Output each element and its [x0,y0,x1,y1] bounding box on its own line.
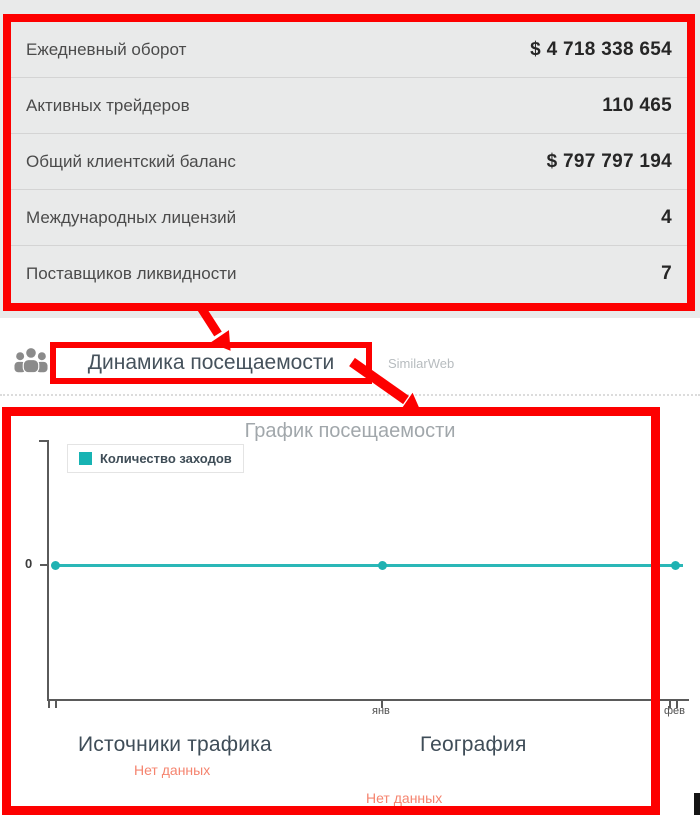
x-axis-tick [381,701,383,708]
chart-legend-item[interactable]: Количество заходов [67,444,244,473]
legend-swatch-teal [79,452,92,465]
stats-section-background [0,0,700,318]
series-line-zero [53,564,683,567]
x-axis-tick [55,701,57,708]
row-label: Общий клиентский баланс [26,151,236,171]
users-group-icon [14,346,48,374]
cropped-text-fragment [694,793,700,815]
row-label: Ежедневный оборот [26,39,187,59]
row-value: 110 465 [602,94,672,116]
row-label: Поставщиков ликвидности [26,264,237,283]
row-value: 7 [661,263,672,284]
data-point [671,561,680,570]
x-axis-line [47,699,689,701]
subsection-title-geography: География [420,733,527,756]
row-value: 4 [661,206,672,228]
dotted-divider [0,394,700,396]
y-axis-top-cap [39,440,48,442]
x-axis-tick [669,701,671,708]
row-value: $ 4 718 338 654 [530,38,672,60]
y-axis-line [47,440,49,701]
x-axis-tick [676,701,678,708]
data-point [378,561,387,570]
x-tick-label-feb: фев [664,705,686,717]
annotation-arrow-head-2 [400,392,421,412]
table-row: Международных лицензий 4 [11,190,687,246]
subsection-title-traffic-sources: Источники трафика [78,733,272,756]
x-tick-label-jan: янв [372,705,390,717]
legend-label: Количество заходов [100,451,232,466]
no-data-label: Нет данных [366,790,443,806]
data-source-label: SimilarWeb [388,356,455,371]
row-label: Активных трейдеров [26,95,190,115]
chart-title: График посещаемости [244,420,456,442]
section-title: Динамика посещаемости [87,351,335,374]
no-data-label: Нет данных [134,762,211,778]
table-row: Поставщиков ликвидности 7 [11,246,687,302]
x-axis-tick [48,701,50,708]
table-row: Общий клиентский баланс $ 797 797 194 [11,134,687,190]
data-point [51,561,60,570]
y-axis-zero-tick [40,564,48,566]
row-label: Международных лицензий [26,207,237,227]
y-axis-zero-label: 0 [25,556,33,571]
annotation-box-stats-table: Ежедневный оборот $ 4 718 338 654 Активн… [3,14,695,311]
table-row: Активных трейдеров 110 465 [11,78,687,134]
table-row: Ежедневный оборот $ 4 718 338 654 [11,22,687,78]
annotation-box-section-title: Динамика посещаемости [50,342,372,384]
row-value: $ 797 797 194 [546,150,672,172]
